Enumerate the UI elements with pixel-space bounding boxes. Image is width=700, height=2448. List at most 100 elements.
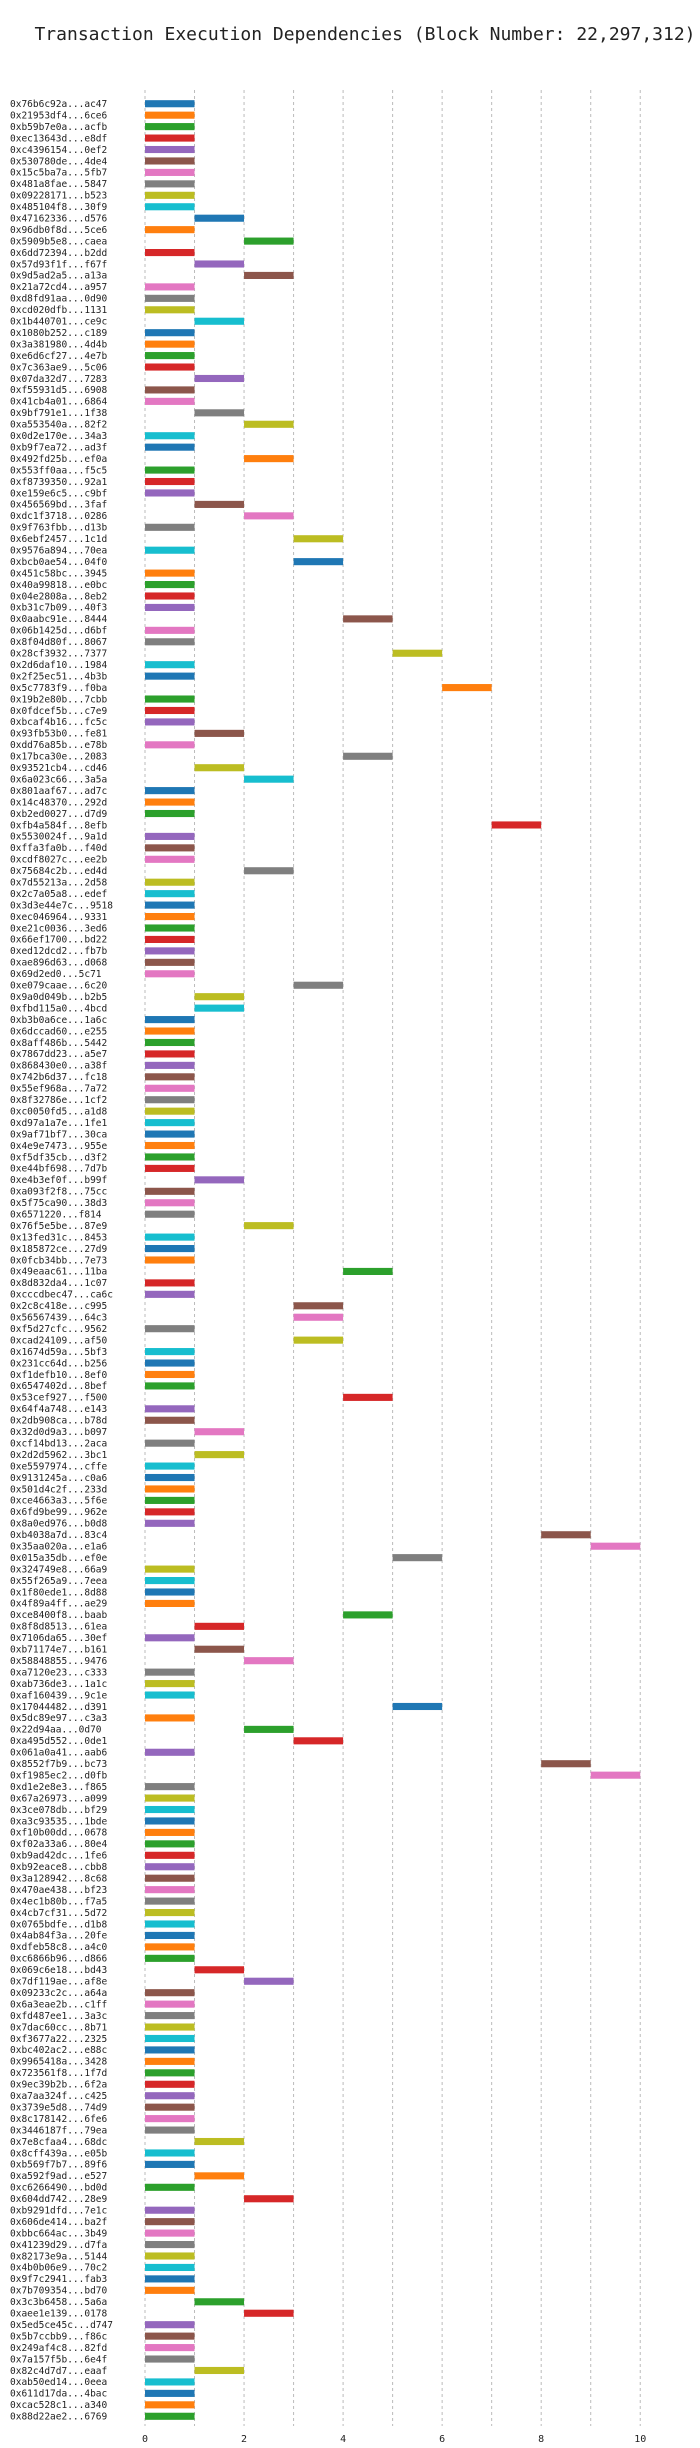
execution-bar — [145, 363, 195, 371]
execution-bar — [145, 1416, 195, 1424]
tx-label: 0xfd487ee1...3a3c — [10, 2011, 107, 2022]
execution-bar — [145, 638, 195, 646]
execution-bar — [145, 1588, 195, 1596]
tx-label: 0xcccdbec47...ca6c — [10, 1290, 113, 1301]
tx-label: 0xd97a1a7e...1fe1 — [10, 1118, 108, 1129]
tx-label: 0xbcb0ae54...04f0 — [10, 557, 108, 568]
execution-bar — [145, 1897, 195, 1905]
execution-bar — [145, 432, 195, 440]
execution-bar — [145, 2080, 195, 2088]
tx-label: 0x7df119ae...af8e — [10, 1977, 108, 1988]
execution-bar — [145, 1783, 195, 1791]
execution-bar — [145, 1016, 195, 1024]
tx-label: 0x8c178142...6fe6 — [10, 2114, 108, 2125]
tx-label: 0xbbc664ac...3b49 — [10, 2228, 108, 2239]
execution-bar — [194, 1966, 245, 1974]
execution-bar — [145, 1886, 195, 1894]
tx-label: 0x82c4d7d7...eaaf — [10, 2366, 107, 2377]
execution-bar — [145, 603, 195, 611]
execution-bar — [145, 970, 195, 978]
execution-bar — [194, 1645, 245, 1653]
execution-bar — [145, 2149, 195, 2157]
tx-label: 0x470ae438...bf23 — [10, 1885, 107, 1896]
tx-label: 0xb569f7b7...89f6 — [10, 2160, 108, 2171]
execution-bar — [145, 890, 195, 898]
tx-label: 0x55ef968a...7a72 — [10, 1084, 107, 1095]
execution-bar — [145, 489, 195, 497]
execution-bar — [145, 2069, 195, 2077]
tx-label: 0x061a0a41...aab6 — [10, 1748, 108, 1759]
tx-label: 0x21a72cd4...a957 — [10, 282, 107, 293]
tx-label: 0x6a023c66...3a5a — [10, 774, 107, 785]
tx-label: 0x2f25ec51...4b3b — [10, 671, 108, 682]
tx-label: 0xf1985ec2...d0fb — [10, 1770, 108, 1781]
execution-bar — [145, 2263, 195, 2271]
execution-bar — [145, 1061, 195, 1069]
execution-bar — [145, 1359, 195, 1367]
execution-bar — [145, 1508, 195, 1516]
execution-bar — [145, 1874, 195, 1882]
execution-bar — [145, 134, 195, 142]
tx-label: 0x8aff486b...5442 — [10, 1038, 107, 1049]
tx-label: 0x868430e0...a38f — [10, 1061, 107, 1072]
execution-bar — [244, 1977, 294, 1985]
x-tick-label: 8 — [538, 2434, 544, 2445]
execution-bar — [145, 249, 195, 257]
execution-bar — [145, 935, 195, 943]
execution-bar — [145, 2344, 195, 2352]
tx-label: 0x8f04d80f...8067 — [10, 637, 107, 648]
tx-label: 0x0fdcef5b...c7e9 — [10, 706, 108, 717]
execution-bar — [145, 1164, 195, 1172]
execution-bar — [194, 993, 245, 1001]
tx-label: 0xb59b7e0a...acfb — [10, 122, 108, 133]
tx-label: 0x28cf3932...7377 — [10, 649, 107, 660]
tx-label: 0x56567439...64c3 — [10, 1313, 107, 1324]
execution-bar — [194, 500, 245, 508]
tx-label: 0x3a128942...8c68 — [10, 1874, 108, 1885]
execution-bar — [145, 672, 195, 680]
tx-label: 0x41cb4a01...6864 — [10, 397, 108, 408]
tx-label: 0x9bf791e1...1f38 — [10, 408, 108, 419]
tx-label: 0xf10b00dd...0678 — [10, 1828, 108, 1839]
tx-labels-layer: 0x76b6c92a...ac470x21953df4...6ce60xb59b… — [10, 99, 113, 2423]
execution-bar — [343, 615, 393, 623]
tx-label: 0xae896d63...d068 — [10, 958, 108, 969]
execution-bar — [145, 2229, 195, 2237]
tx-label: 0x324749e8...66a9 — [10, 1564, 108, 1575]
tx-label: 0x75684c2b...ed4d — [10, 866, 107, 877]
execution-bar — [145, 123, 195, 131]
execution-bar — [145, 2092, 195, 2100]
execution-bar — [145, 2401, 195, 2409]
tx-label: 0xec13643d...e8df — [10, 133, 107, 144]
tx-label: 0x553ff0aa...f5c5 — [10, 465, 107, 476]
tx-label: 0x3ce078db...bf29 — [10, 1805, 108, 1816]
execution-bar — [145, 1565, 195, 1573]
execution-bar — [145, 1199, 195, 1207]
tx-label: 0x57d93f1f...f67f — [10, 259, 107, 270]
execution-bar — [145, 1828, 195, 1836]
tx-label: 0x5530024f...9a1d — [10, 832, 107, 843]
tx-label: 0x64f4a748...e143 — [10, 1404, 107, 1415]
tx-label: 0x485104f8...30f9 — [10, 202, 108, 213]
execution-bar — [145, 1290, 195, 1298]
execution-bar — [194, 2172, 245, 2180]
tx-label: 0xdc1f3718...0286 — [10, 511, 108, 522]
tx-label: 0xc0050fd5...a1d8 — [10, 1106, 108, 1117]
execution-bar — [145, 1050, 195, 1058]
tx-label: 0xa553540a...82f2 — [10, 420, 107, 431]
tx-label: 0xb9f7ea72...ad3f — [10, 442, 107, 453]
execution-bar — [194, 374, 245, 383]
execution-bar — [194, 409, 245, 417]
tx-label: 0xa7aa324f...c425 — [10, 2091, 107, 2102]
x-tick-label: 0 — [142, 2434, 148, 2445]
tx-label: 0x32d0d9a3...b097 — [10, 1427, 107, 1438]
tx-label: 0xc4396154...0ef2 — [10, 145, 107, 156]
execution-bar — [145, 1153, 195, 1161]
tx-label: 0x451c58bc...3945 — [10, 568, 107, 579]
execution-bar — [293, 535, 344, 543]
tx-label: 0x9576a894...70ea — [10, 546, 107, 557]
execution-bar — [145, 1405, 195, 1413]
execution-bar — [145, 2332, 195, 2340]
execution-bar — [145, 2103, 195, 2111]
execution-bar — [244, 2309, 294, 2317]
